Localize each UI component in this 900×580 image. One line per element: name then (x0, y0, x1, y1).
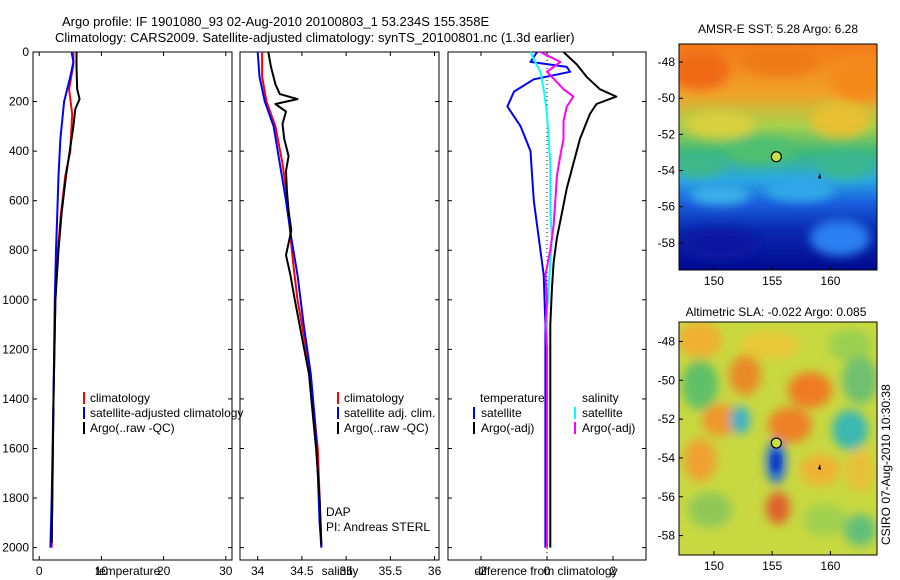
annotation-dap: DAP (326, 505, 351, 519)
legend-satellite-adjusted: satellite-adjusted climatology (90, 406, 243, 420)
temperature-legend: climatology satellite-adjusted climatolo… (83, 391, 243, 435)
map-ytick-label-3-2: -52 (658, 127, 676, 141)
ytick-label-temp-8: 1600 (2, 441, 29, 455)
map-ytick-label-4-0: -48 (658, 334, 676, 348)
legend-diff-sal-argo: Argo(-adj) (582, 421, 635, 435)
temperature-panel (32, 51, 233, 561)
series-sal-2 (267, 51, 323, 546)
map-ytick-label-3-5: -58 (658, 236, 676, 250)
sla-map-title: Altimetric SLA: -0.022 Argo: 0.085 (686, 305, 867, 319)
map-ytick-label-3-1: -50 (658, 91, 676, 105)
series-diff-1 (549, 51, 618, 548)
series-temp-2 (50, 52, 81, 543)
xtick-label-sal-3: 35.5 (379, 564, 403, 578)
map-xtick-label-4-0: 150 (704, 559, 724, 573)
header-line-1: Argo profile: IF 1901080_93 02-Aug-2010 … (62, 14, 490, 29)
legend-diff-temp-satellite: satellite (481, 406, 522, 420)
ytick-label-temp-6: 1200 (2, 342, 29, 356)
legend-climatology: climatology (90, 391, 150, 405)
map-ytick-label-4-2: -52 (658, 412, 676, 426)
map-xtick-label-3-1: 155 (762, 274, 782, 288)
map-ytick-label-3-3: -54 (658, 164, 676, 178)
xtick-label-sal-1: 34.5 (290, 564, 314, 578)
map-ytick-label-4-1: -50 (658, 373, 676, 387)
xtick-label-sal-4: 36 (428, 564, 442, 578)
sst-map: AMSR-E SST: 5.28 Argo: 6.28 (678, 22, 878, 271)
ytick-label-temp-5: 1000 (2, 293, 29, 307)
legend-sal-satellite: satellite adj. clim. (344, 406, 435, 420)
ytick-label-temp-4: 800 (9, 243, 29, 257)
temperature-xlabel: temperature (96, 564, 161, 578)
series-diff-0 (506, 51, 572, 548)
ytick-label-temp-1: 200 (9, 95, 29, 109)
xtick-label-temp-0: 0 (36, 564, 43, 578)
legend-sal-argo: Argo(..raw -QC) (344, 421, 429, 435)
map-ytick-label-4-4: -56 (658, 490, 676, 504)
xtick-label-temp-2: 20 (157, 564, 171, 578)
legend-diff-temp-argo: Argo(-adj) (481, 421, 534, 435)
salinity-xlabel: salinity (322, 564, 359, 578)
ytick-label-temp-0: 0 (22, 45, 29, 59)
ytick-label-temp-2: 400 (9, 144, 29, 158)
ytick-label-temp-10: 2000 (2, 541, 29, 555)
map-ytick-label-4-5: -58 (658, 529, 676, 543)
legend-diff-sal-satellite: satellite (582, 406, 623, 420)
sst-map-title: AMSR-E SST: 5.28 Argo: 6.28 (698, 22, 858, 36)
argo-position-marker-4 (770, 437, 782, 449)
map-xtick-label-3-0: 150 (704, 274, 724, 288)
difference-xlabel: difference from climatology (474, 564, 617, 578)
difference-legend: temperature satellite Argo(-adj) salinit… (473, 391, 635, 435)
xtick-label-sal-2: 35 (339, 564, 353, 578)
xtick-label-diff-2: 2 (610, 564, 617, 578)
xtick-label-sal-0: 34 (251, 564, 265, 578)
ytick-label-temp-3: 600 (9, 194, 29, 208)
map-ytick-label-3-0: -48 (658, 55, 676, 69)
salinity-legend: climatology satellite adj. clim. Argo(..… (337, 391, 435, 435)
map-xtick-label-4-1: 155 (762, 559, 782, 573)
legend-sal-climatology: climatology (344, 391, 404, 405)
annotation-pi: PI: Andreas STERL (326, 520, 430, 534)
xtick-label-diff-0: -2 (476, 564, 487, 578)
map-ytick-label-3-4: -56 (658, 200, 676, 214)
legend-argo: Argo(..raw -QC) (90, 421, 175, 435)
xtick-label-diff-1: 0 (544, 564, 551, 578)
header-line-2: Climatology: CARS2009. Satellite-adjuste… (55, 30, 575, 45)
xtick-label-temp-1: 10 (95, 564, 109, 578)
map-ytick-label-4-3: -54 (658, 451, 676, 465)
ytick-label-temp-9: 1800 (2, 491, 29, 505)
legend-diff-temperature-title: temperature (480, 391, 545, 405)
argo-position-marker-3 (770, 151, 782, 163)
legend-diff-salinity-title: salinity (582, 391, 619, 405)
salinity-panel (239, 51, 440, 561)
sla-map: Altimetric SLA: -0.022 Argo: 0.085 (678, 305, 878, 556)
side-label: CSIRO 07-Aug-2010 10:30:38 (879, 384, 893, 545)
ytick-label-temp-7: 1400 (2, 392, 29, 406)
map-xtick-label-4-2: 160 (820, 559, 840, 573)
series-diff-3 (539, 51, 575, 548)
xtick-label-temp-3: 30 (219, 564, 233, 578)
map-xtick-label-3-2: 160 (820, 274, 840, 288)
